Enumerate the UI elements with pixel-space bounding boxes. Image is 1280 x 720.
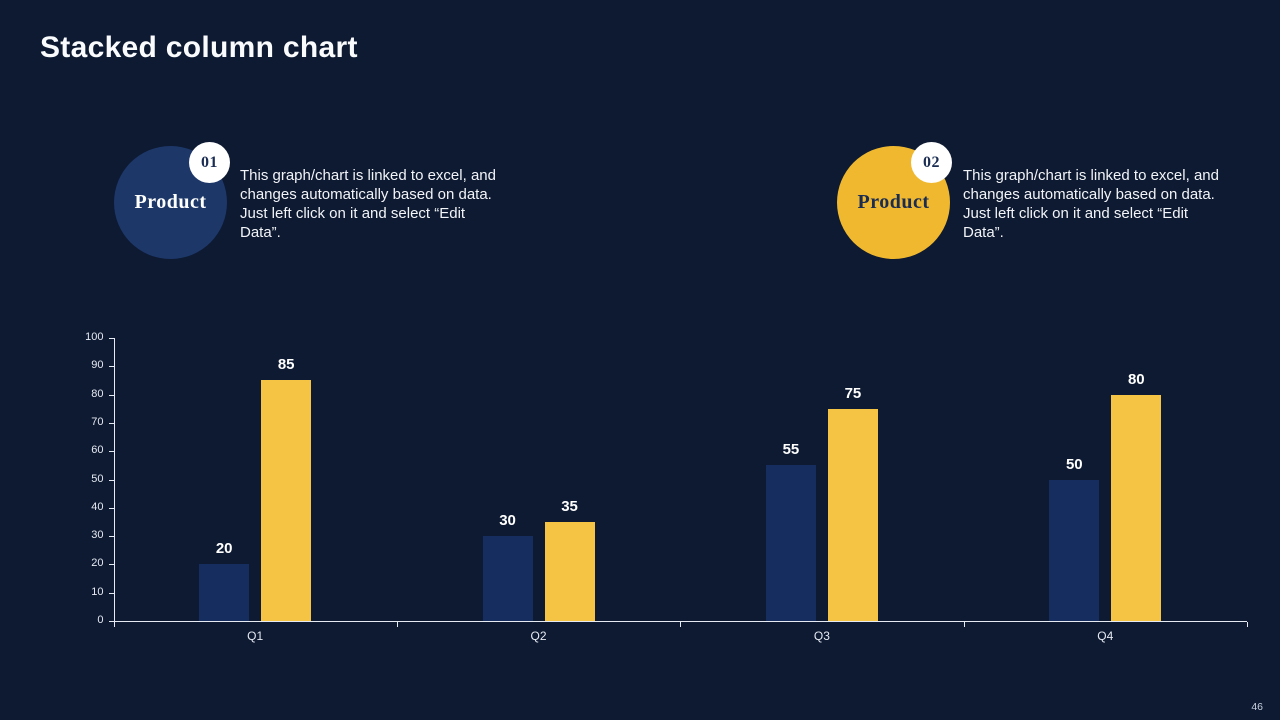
x-axis-label: Q1	[247, 629, 264, 643]
y-axis-label: 80	[91, 387, 104, 400]
y-axis-tick	[108, 507, 114, 509]
x-axis-tick	[1247, 622, 1248, 627]
bar-value-label: 30	[499, 512, 516, 530]
number-badge-01-text: 01	[201, 153, 218, 171]
y-axis-tick	[108, 592, 114, 594]
callout-description-01: This graph/chart is linked to excel, and…	[240, 167, 496, 241]
bar-value-label: 80	[1127, 370, 1145, 388]
number-badge-02: 02	[911, 142, 952, 183]
page-number: 46	[1251, 701, 1263, 713]
bar-q1-product-01	[199, 564, 250, 621]
bar-value-label: 35	[561, 497, 578, 515]
bar-q3-product-02	[827, 408, 878, 621]
y-axis-tick	[108, 451, 114, 453]
y-axis-label: 90	[91, 359, 104, 372]
y-axis-tick	[108, 564, 114, 566]
page-title: Stacked column chart	[40, 31, 358, 64]
y-axis-label: 60	[91, 444, 104, 457]
y-axis-label: 30	[91, 529, 104, 542]
bar-value-label: 75	[844, 384, 862, 402]
bar-q4-product-01	[1049, 479, 1100, 621]
number-badge-01: 01	[189, 142, 230, 183]
bar-value-label: 20	[215, 540, 233, 558]
x-axis-tick	[396, 622, 398, 627]
y-axis	[113, 338, 115, 621]
bar-value-label: 85	[277, 356, 295, 374]
y-axis-tick	[108, 479, 114, 481]
y-axis-tick	[108, 536, 114, 538]
bar-q1-product-02	[261, 380, 312, 621]
y-axis-label: 100	[85, 331, 104, 343]
x-axis-label: Q3	[813, 629, 830, 643]
x-axis	[113, 621, 1247, 622]
y-axis-tick	[108, 621, 114, 622]
y-axis-label: 20	[91, 557, 104, 570]
y-axis-tick	[108, 422, 114, 424]
y-axis-label: 0	[97, 614, 104, 626]
bar-q4-product-02	[1111, 394, 1162, 621]
y-axis-tick	[108, 338, 114, 339]
bar-q2-product-02	[544, 521, 595, 621]
y-axis-tick	[108, 366, 114, 368]
x-axis-tick	[113, 622, 115, 627]
y-axis-label: 50	[91, 472, 104, 485]
bar-value-label: 55	[782, 441, 800, 459]
x-axis-tick	[963, 622, 965, 627]
product-circle-01-label: Product	[134, 191, 207, 213]
y-axis-tick	[108, 394, 114, 396]
bar-value-label: 50	[1065, 455, 1083, 473]
x-axis-tick	[680, 622, 682, 627]
x-axis-label: Q2	[530, 629, 547, 643]
x-axis-label: Q4	[1097, 629, 1114, 643]
callout-description-02: This graph/chart is linked to excel, and…	[963, 167, 1219, 241]
bar-q2-product-01	[482, 536, 533, 621]
product-circle-02-label: Product	[857, 191, 930, 213]
bar-q3-product-01	[765, 465, 816, 621]
y-axis-label: 70	[91, 415, 104, 428]
number-badge-02-text: 02	[923, 153, 940, 171]
y-axis-label: 10	[91, 585, 104, 598]
y-axis-label: 40	[91, 500, 104, 513]
